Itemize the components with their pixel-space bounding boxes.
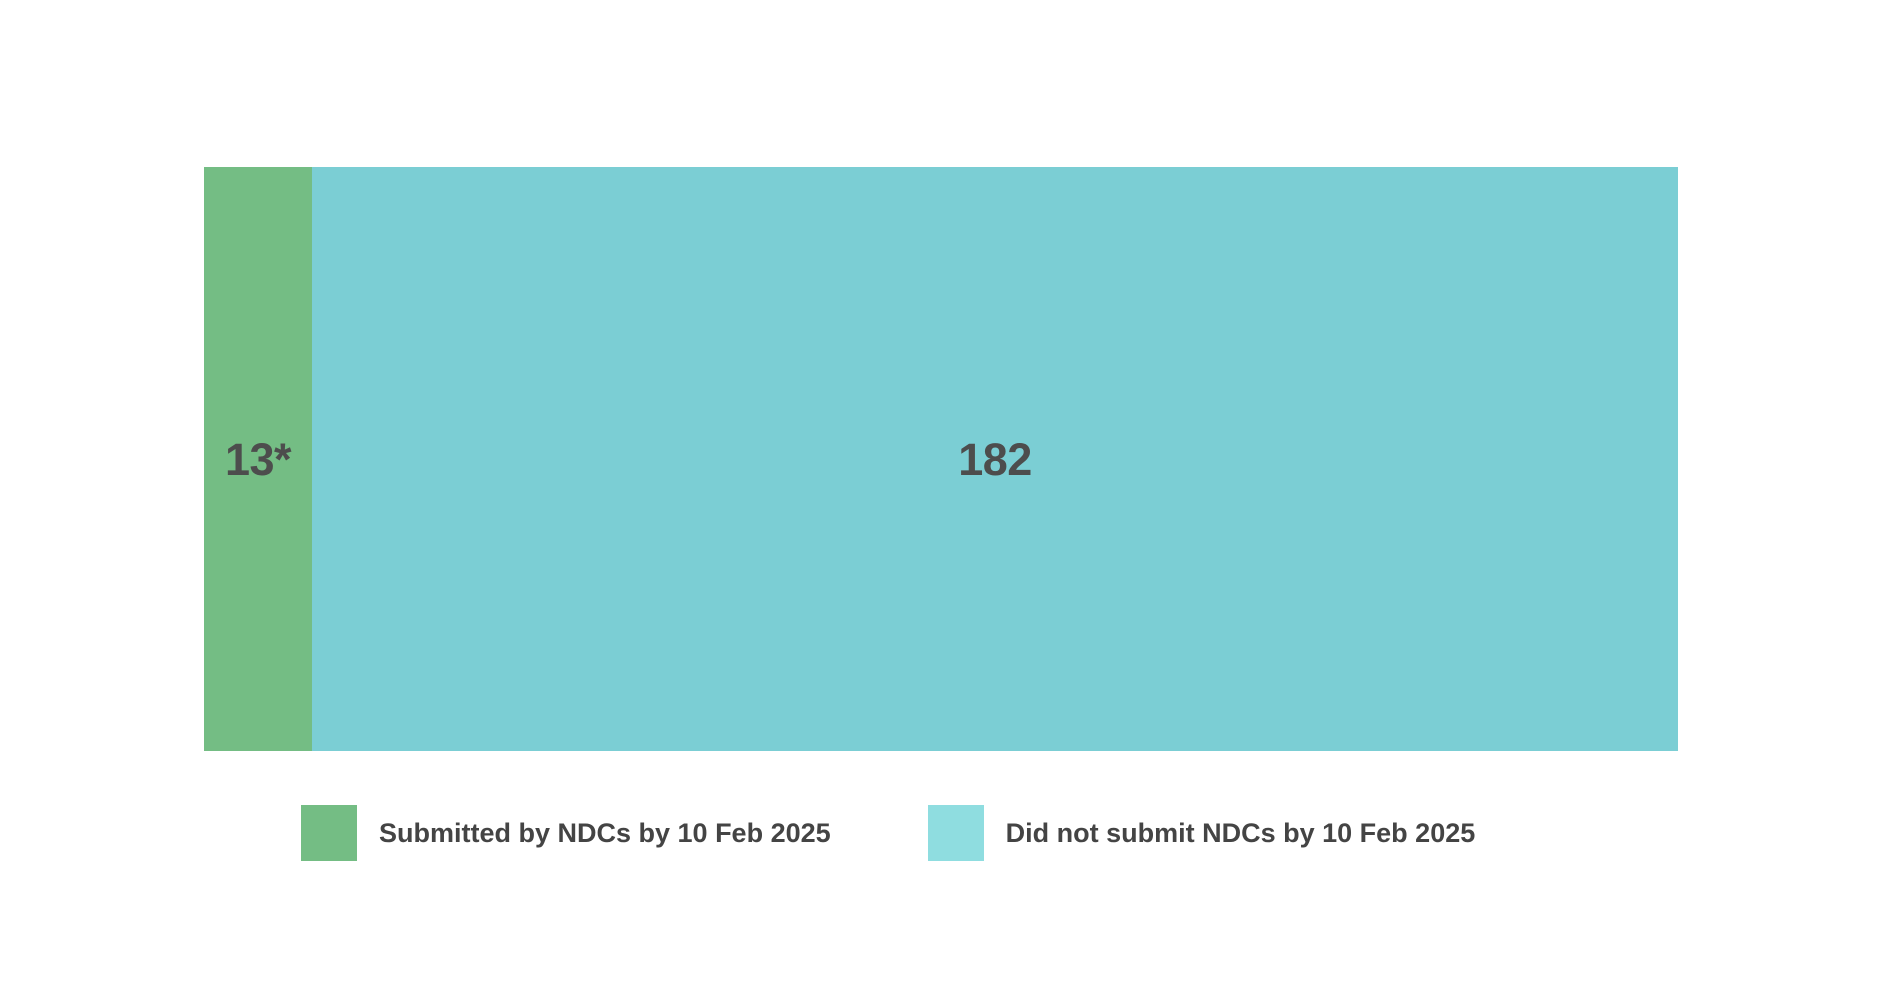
legend-label-submitted: Submitted by NDCs by 10 Feb 2025 <box>379 817 831 848</box>
chart-legend: Submitted by NDCs by 10 Feb 2025 Did not… <box>301 805 1475 861</box>
legend-label-not-submitted: Did not submit NDCs by 10 Feb 2025 <box>1005 817 1476 848</box>
bar-label-not-submitted: 182 <box>958 433 1032 485</box>
bar-segment-submitted[interactable]: 13* <box>204 167 312 751</box>
bar-label-submitted: 13* <box>224 433 292 485</box>
legend-item-not-submitted[interactable]: Did not submit NDCs by 10 Feb 2025 <box>927 805 1476 861</box>
green-swatch-icon <box>301 805 357 861</box>
legend-item-submitted[interactable]: Submitted by NDCs by 10 Feb 2025 <box>301 805 831 861</box>
blue-swatch-icon <box>927 805 984 861</box>
bar-segment-not-submitted[interactable]: 182 <box>312 167 1678 751</box>
stacked-bar-chart: 13* 182 <box>204 167 1678 751</box>
